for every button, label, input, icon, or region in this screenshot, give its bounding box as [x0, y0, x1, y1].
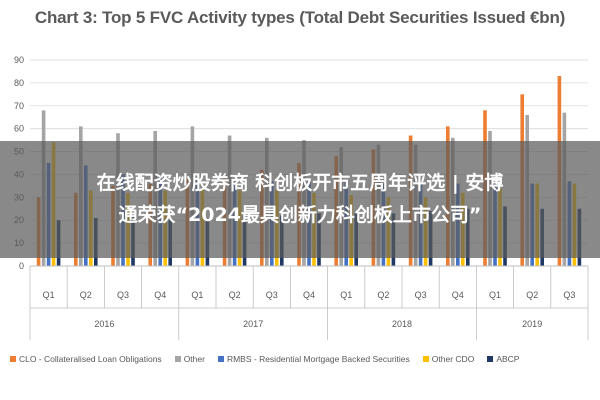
overlay-caption-line-2: 通荣获“2024最具创新力科创板上市公司”	[118, 204, 482, 226]
legend-label: Other CDO	[431, 354, 475, 364]
x-tick-label: Q2	[80, 290, 92, 300]
x-group-label: 2016	[94, 319, 114, 329]
y-tick-label: 0	[19, 261, 24, 271]
x-tick-label: Q1	[340, 290, 352, 300]
x-tick-label: Q1	[489, 290, 501, 300]
y-tick-label: 60	[14, 124, 24, 134]
legend-item: RMBS - Residential Mortgage Backed Secur…	[217, 354, 410, 364]
legend-label: RMBS - Residential Mortgage Backed Secur…	[226, 354, 410, 364]
x-tick-label: Q4	[303, 290, 315, 300]
legend-label: ABCP	[496, 354, 520, 364]
overlay-banner	[0, 141, 600, 258]
x-group-label: 2017	[243, 319, 263, 329]
legend-swatch	[174, 356, 181, 362]
x-tick-label: Q4	[154, 290, 166, 300]
legend-item: CLO - Collateralised Loan Obligations	[10, 354, 162, 364]
legend-item: ABCP	[487, 354, 519, 364]
overlay-caption-line-1: 在线配资炒股券商 科创板开市五周年评选 | 安博	[96, 172, 504, 194]
x-tick-label: Q3	[563, 290, 575, 300]
x-tick-label: Q2	[377, 290, 389, 300]
x-tick-label: Q4	[452, 290, 464, 300]
legend-item: Other	[174, 354, 205, 364]
x-tick-label: Q3	[266, 290, 278, 300]
legend-label: Other	[183, 354, 205, 364]
x-tick-label: Q2	[526, 290, 538, 300]
x-tick-label: Q1	[43, 290, 55, 300]
legend-swatch	[487, 356, 494, 362]
legend: CLO - Collateralised Loan Obligations Oth…	[10, 354, 595, 364]
legend-swatch	[217, 356, 224, 362]
x-group-label: 2019	[522, 319, 542, 329]
y-tick-label: 90	[14, 55, 24, 65]
x-tick-label: Q3	[415, 290, 427, 300]
y-tick-label: 70	[14, 101, 24, 111]
x-axis: Q1 Q2 Q3 Q4 Q1 Q2 Q3 Q4 Q1 Q2 Q3 Q4 Q1 Q2 Q3 2016 2017 20…	[29, 265, 589, 340]
legend-swatch	[10, 356, 16, 362]
chart-title: Chart 3: Top 5 FVC Activity types (Total…	[34, 8, 566, 27]
x-tick-label: Q3	[117, 290, 129, 300]
legend-swatch	[422, 356, 429, 362]
legend-item: Other CDO	[422, 354, 475, 364]
overlay-caption: 在线配资炒股券商 科创板开市五周年评选 | 安博 通荣获“2024最具创新力科创…	[10, 167, 590, 231]
legend-label: CLO - Collateralised Loan Obligations	[19, 354, 162, 364]
y-tick-label: 80	[14, 78, 24, 88]
x-group-label: 2018	[392, 319, 412, 329]
x-tick-label: Q1	[191, 290, 203, 300]
x-tick-label: Q2	[229, 290, 241, 300]
